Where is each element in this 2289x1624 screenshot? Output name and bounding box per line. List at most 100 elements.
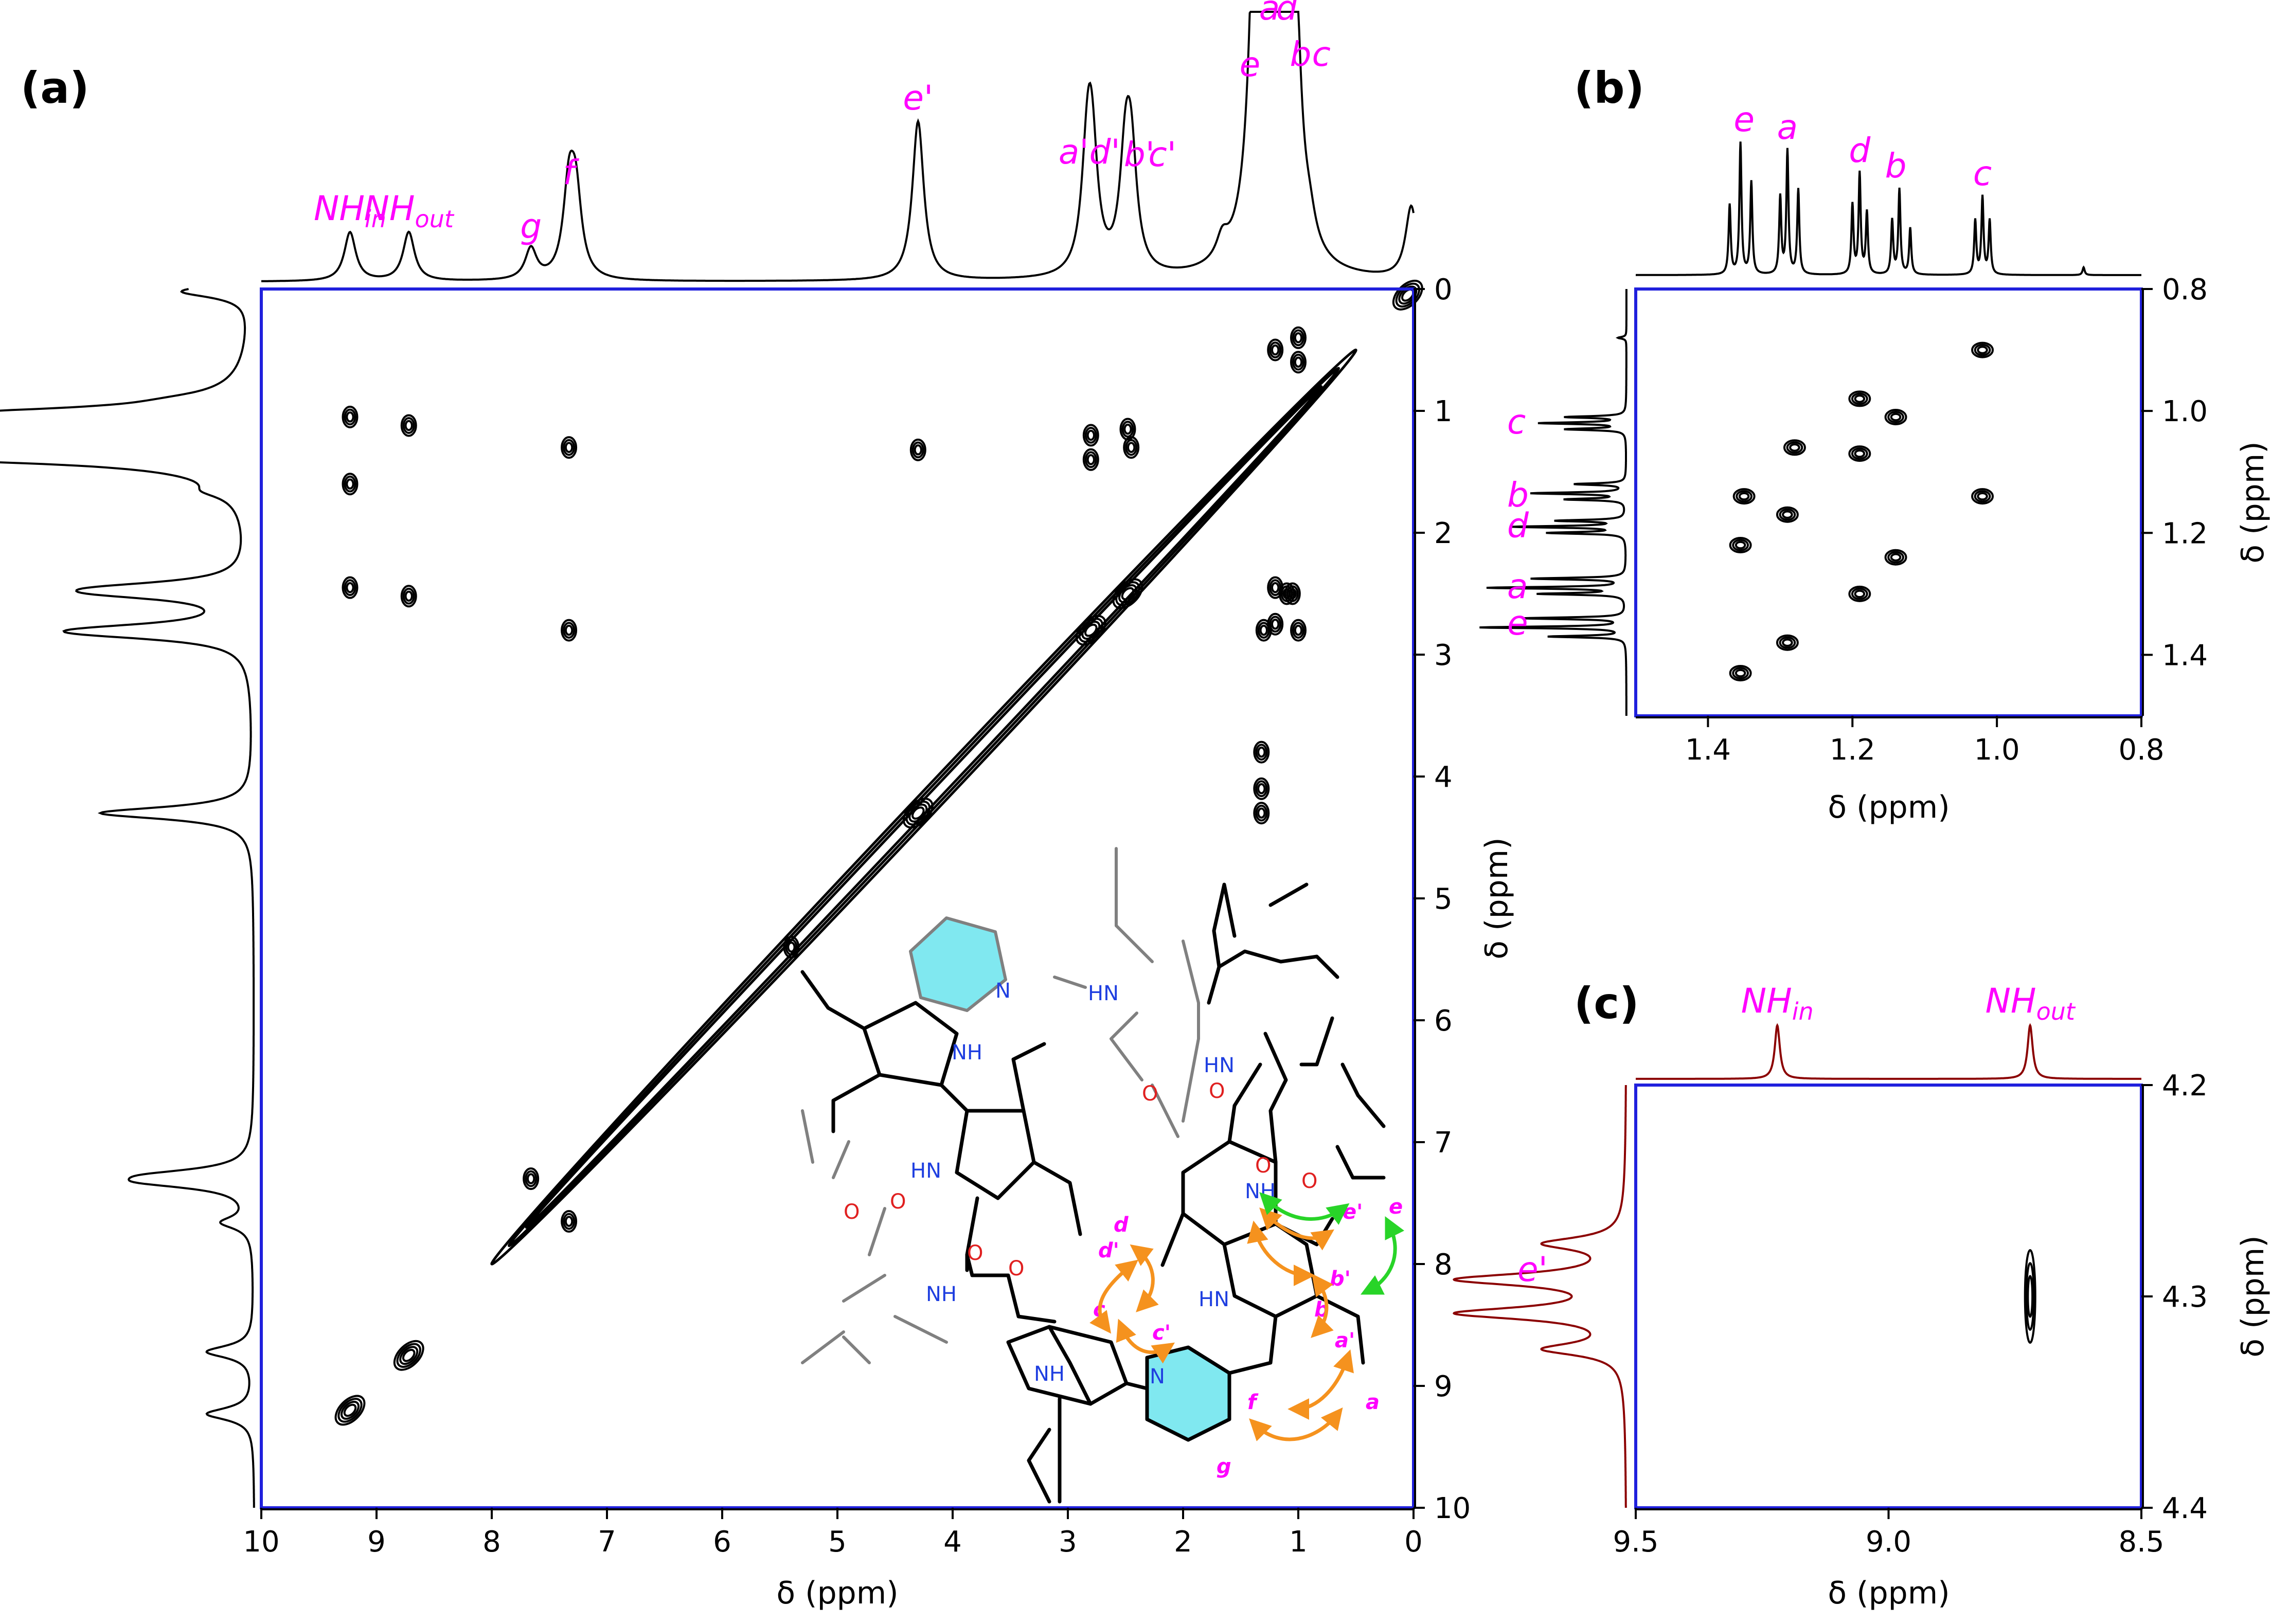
cross-peak-3 xyxy=(344,579,356,597)
x-tick-label-4: 6 xyxy=(713,1525,731,1559)
diagonal-peak-5 xyxy=(1395,282,1420,308)
x-tick-label-1: 9 xyxy=(367,1525,386,1559)
x-tick-label-3: 7 xyxy=(598,1525,616,1559)
cross-peak-7 xyxy=(911,441,924,459)
cross-peak-20 xyxy=(527,1173,535,1184)
cross-peak-0 xyxy=(2025,1262,2035,1331)
peak-label-2: d xyxy=(1849,131,1871,170)
cross-peak-6 xyxy=(564,624,574,636)
cross-peak-5 xyxy=(561,436,578,459)
cross-peak-9 xyxy=(1121,421,1134,438)
cross-peak-4 xyxy=(1848,445,1871,462)
diagonal-peak-0 xyxy=(337,1398,363,1423)
cross-peak-20 xyxy=(525,1170,538,1187)
cross-peak-25 xyxy=(1290,351,1307,374)
cross-peak-11 xyxy=(1125,439,1138,456)
diagonal-peak-4 xyxy=(1121,587,1135,601)
cross-peak-5 xyxy=(564,442,574,453)
side-peak-label-4: c xyxy=(1507,402,1526,442)
cross-peak-16 xyxy=(1271,618,1280,630)
cross-peak-3 xyxy=(342,576,359,599)
cross-peak-4 xyxy=(1854,449,1866,458)
cross-peak-24 xyxy=(1269,341,1282,358)
panel-c-frame xyxy=(1634,1084,2143,1509)
panel-a-y-axis: 0 1 2 3 4 5 6 7 8 9 10 xyxy=(1414,273,1471,1525)
panel-c-left-spectrum xyxy=(1453,1085,1627,1508)
cross-peak-16 xyxy=(1269,616,1282,633)
cross-peak-15 xyxy=(1259,624,1268,636)
cross-peak-22 xyxy=(1255,780,1268,798)
left-spectrum-trace xyxy=(1453,1085,1627,1508)
cross-peak-8 xyxy=(1082,424,1099,447)
panel-b-label: (b) xyxy=(1574,63,1644,113)
cross-peak-3 xyxy=(346,582,354,593)
cross-peak-2 xyxy=(1887,410,1904,424)
left-spectrum-trace xyxy=(1479,289,1628,716)
cross-peak-6 xyxy=(561,619,578,642)
cross-peak-23 xyxy=(1255,744,1268,761)
cross-peak-7 xyxy=(914,444,922,456)
y-tick-label-9: 9 xyxy=(1434,1370,1453,1403)
cross-peak-1 xyxy=(1848,390,1871,407)
atom-o-7: O xyxy=(967,1241,983,1265)
cross-peak-12 xyxy=(1729,665,1752,681)
panel-b-contours xyxy=(1729,341,1994,681)
struct-label-bp: b' xyxy=(1330,1267,1351,1291)
cross-peak-11 xyxy=(1779,636,1796,649)
y-tick-label-7: 7 xyxy=(1434,1126,1453,1160)
cross-peak-2 xyxy=(344,475,356,493)
panel-a-left-spectrum xyxy=(0,288,255,1508)
panel-c-x-title: δ (ppm) xyxy=(1828,1575,1950,1611)
atom-o-3: O xyxy=(1255,1154,1271,1178)
x-tick-label-8: 2 xyxy=(1174,1525,1192,1559)
cross-peak-6 xyxy=(1977,492,1988,501)
cross-peak-4 xyxy=(402,587,415,605)
cross-peak-19 xyxy=(563,1213,576,1230)
arrow-ap-a xyxy=(1287,1349,1354,1420)
cross-peak-0 xyxy=(2024,1249,2036,1344)
diagonal-peak-1 xyxy=(402,1348,416,1362)
cross-peak-2 xyxy=(1890,412,1902,422)
cross-peak-1 xyxy=(1854,394,1866,403)
cross-peak-22 xyxy=(1257,783,1266,795)
atom-hn-mid: HN xyxy=(910,1159,941,1183)
cross-peak-12 xyxy=(1255,804,1268,822)
peak-label-9: e xyxy=(1240,45,1261,84)
struct-label-f: f xyxy=(1247,1391,1259,1414)
x-tick-label-2: 8 xyxy=(482,1525,501,1559)
panel-c-x-axis: 9.5 9.0 8.5 xyxy=(1613,1508,2165,1559)
y-tick-label-1: 4.3 xyxy=(2162,1280,2208,1314)
cross-peak-25 xyxy=(1292,353,1305,371)
cross-peak-10 xyxy=(1082,448,1099,471)
diagonal-peak-1 xyxy=(396,1343,421,1368)
atom-o-4: O xyxy=(1301,1169,1317,1193)
cross-peak-13 xyxy=(1271,582,1280,593)
panel-b-x-title: δ (ppm) xyxy=(1828,789,1950,825)
x-tick-label-1: 9.0 xyxy=(1866,1525,1911,1559)
top-spectrum-trace xyxy=(1636,1023,2141,1080)
peak-label-10: a xyxy=(1259,0,1280,28)
cross-peak-10 xyxy=(1084,451,1097,468)
x-tick-label-7: 3 xyxy=(1059,1525,1077,1559)
atom-nh-center: NH xyxy=(1245,1180,1276,1203)
cross-peak-7 xyxy=(909,438,926,461)
panel-b-x-axis: 1.4 1.2 1.0 0.8 xyxy=(1636,716,2165,767)
cross-peak-11 xyxy=(1123,436,1140,459)
y-tick-label-2: 2 xyxy=(1434,517,1453,550)
cross-peak-13 xyxy=(1267,576,1284,599)
y-tick-label-10: 10 xyxy=(1434,1492,1471,1525)
arrow-nh-b xyxy=(1247,1220,1315,1286)
atom-hn-top: HN xyxy=(1088,982,1119,1005)
x-tick-label-1: 1.2 xyxy=(1830,733,1875,767)
cross-peak-8 xyxy=(1732,538,1749,552)
x-tick-label-0: 1.4 xyxy=(1685,733,1731,767)
cross-peak-3 xyxy=(1783,439,1806,456)
cross-peak-19 xyxy=(564,1216,574,1227)
cross-peak-2 xyxy=(342,473,359,496)
peak-label-4: e' xyxy=(903,78,933,118)
cross-peak-1 xyxy=(402,417,415,434)
cross-peak-11 xyxy=(1127,442,1136,453)
panel-c-y-axis: 4.2 4.3 4.4 xyxy=(2141,1069,2208,1525)
diagonal-peak-4 xyxy=(1112,578,1143,609)
